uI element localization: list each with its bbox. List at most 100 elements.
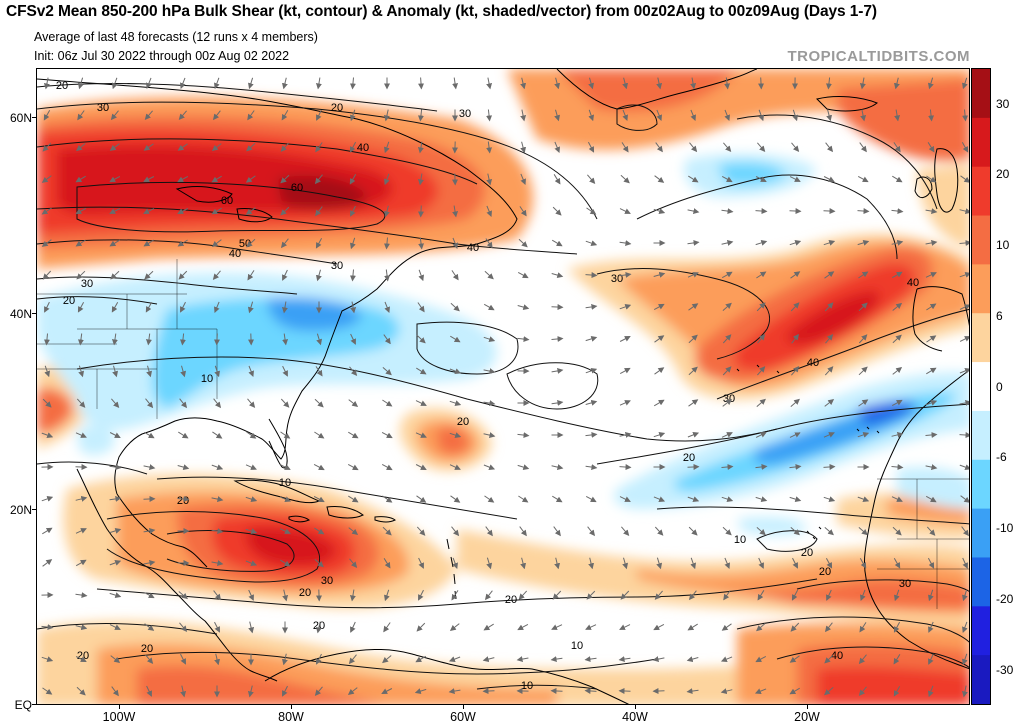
vector-arrow xyxy=(858,271,869,279)
contour-label: 10 xyxy=(279,477,291,489)
vector-arrow xyxy=(416,334,426,344)
vector-arrow xyxy=(789,655,800,663)
vector-arrow xyxy=(587,174,596,184)
vector-arrow xyxy=(925,464,938,471)
vector-arrow xyxy=(418,557,424,569)
colorbar-swatch xyxy=(972,557,990,607)
vector-arrow xyxy=(824,271,835,279)
vector-arrow xyxy=(588,109,594,122)
vector-arrow xyxy=(517,271,529,279)
vector-arrow xyxy=(587,141,595,153)
vector-arrow xyxy=(654,526,664,536)
vector-arrow xyxy=(926,175,937,183)
vector-arrow xyxy=(381,463,393,471)
vector-arrow xyxy=(859,142,867,153)
vector-arrow xyxy=(483,303,495,311)
colorbar-swatches xyxy=(972,69,990,704)
vector-arrow xyxy=(720,688,733,695)
vector-arrow xyxy=(722,526,732,536)
vector-arrow xyxy=(76,143,86,152)
vector-arrow xyxy=(486,109,493,122)
vector-arrow xyxy=(282,333,289,346)
vector-arrow xyxy=(688,303,699,311)
vector-arrow xyxy=(349,141,357,153)
vector-arrow xyxy=(279,464,291,470)
vector-arrow xyxy=(622,557,629,570)
vector-arrow xyxy=(348,495,359,503)
vector-arrow xyxy=(280,238,289,249)
vector-arrow xyxy=(687,272,699,278)
vector-arrow xyxy=(552,590,562,600)
vector-arrow xyxy=(282,589,289,602)
vector-arrow xyxy=(554,557,561,570)
vector-arrow xyxy=(41,239,52,247)
vector-arrow xyxy=(109,464,122,471)
vector-arrow xyxy=(382,399,393,407)
vector-arrow xyxy=(656,557,663,570)
vector-arrow xyxy=(76,270,86,280)
vector-arrow xyxy=(552,495,563,503)
contour-label: 40 xyxy=(907,277,919,289)
vector-arrow xyxy=(585,624,597,630)
vector-arrow xyxy=(246,431,257,439)
vector-arrow xyxy=(721,623,732,631)
vector-arrow xyxy=(282,365,288,377)
vector-arrow xyxy=(960,175,969,183)
lat-label-60n: 60N xyxy=(9,111,32,125)
lon-label-100w: 100W xyxy=(102,710,136,724)
vector-arrow xyxy=(178,431,189,439)
vector-arrow xyxy=(451,526,460,537)
vector-arrow xyxy=(486,205,492,218)
vector-arrow xyxy=(383,558,391,569)
vector-arrow xyxy=(755,239,768,246)
vector-arrow xyxy=(925,208,938,215)
vector-arrow xyxy=(959,239,969,246)
colorbar-label: -10 xyxy=(996,521,1014,535)
colorbar-swatch xyxy=(972,606,990,656)
lon-tick xyxy=(119,705,120,709)
vector-arrow xyxy=(109,432,121,438)
vector-arrow xyxy=(314,174,323,185)
vector-arrow xyxy=(551,272,564,279)
vector-arrow xyxy=(826,589,832,601)
vector-arrow xyxy=(551,624,563,630)
vector-arrow xyxy=(449,400,462,406)
vector-arrow xyxy=(143,176,155,182)
contour-label: 20 xyxy=(683,452,695,464)
vector-arrow xyxy=(823,176,835,182)
vector-arrow xyxy=(383,334,391,345)
vector-arrow xyxy=(212,110,221,121)
vector-arrow xyxy=(348,654,357,665)
vector-arrow xyxy=(450,495,461,503)
vector-arrow xyxy=(177,208,189,214)
vector-arrow xyxy=(449,464,461,470)
vector-arrow xyxy=(383,173,390,186)
vector-arrow xyxy=(145,398,154,409)
vector-arrow xyxy=(41,432,54,439)
vector-arrow xyxy=(448,656,461,662)
vector-arrow xyxy=(789,687,800,695)
vector-arrow xyxy=(724,109,730,122)
vector-arrow xyxy=(757,366,766,376)
vector-arrow xyxy=(314,431,325,439)
site-watermark: TROPICALTIDBITS.COM xyxy=(787,48,970,65)
vector-arrow xyxy=(75,207,87,215)
vector-arrow xyxy=(789,463,802,470)
vector-arrow xyxy=(553,526,561,537)
vector-arrow xyxy=(485,238,493,249)
vector-arrow xyxy=(653,208,666,214)
vector-arrow xyxy=(927,77,934,90)
vector-arrow xyxy=(281,301,288,314)
contour-label: 20 xyxy=(56,80,68,92)
vector-arrow xyxy=(145,333,152,346)
vector-arrow xyxy=(177,496,190,503)
vector-arrow xyxy=(520,109,527,122)
vector-arrow xyxy=(925,239,938,246)
vector-arrow xyxy=(551,239,563,247)
vector-arrow xyxy=(350,301,357,314)
vector-arrow xyxy=(823,208,836,215)
vector-arrow xyxy=(928,109,935,122)
vector-arrow xyxy=(690,109,696,122)
vector-arrow xyxy=(653,271,666,278)
vector-arrow xyxy=(384,269,391,282)
